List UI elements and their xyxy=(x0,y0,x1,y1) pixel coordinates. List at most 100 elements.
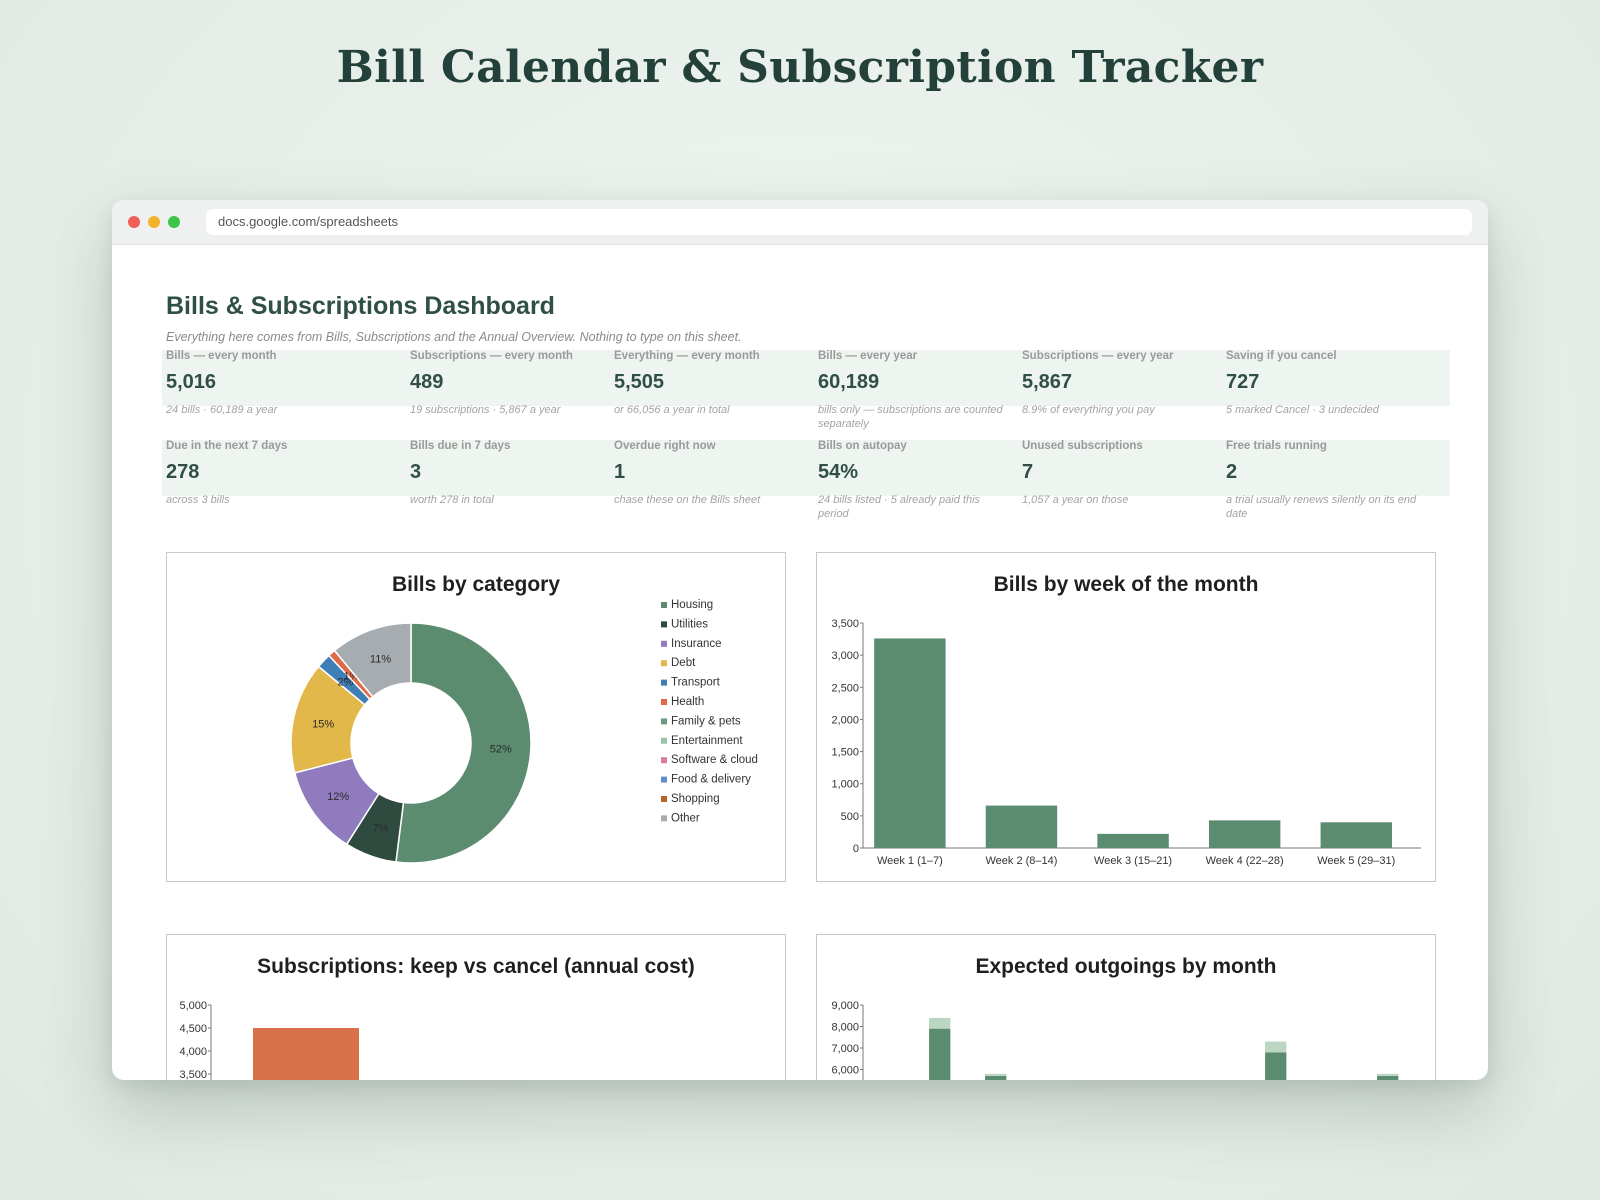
kpi-bills-due-7-days[interactable]: Bills due in 7 days 3 worth 278 in total xyxy=(410,440,610,507)
keep-cancel-bar[interactable] xyxy=(253,1028,359,1080)
legend-swatch xyxy=(661,718,667,725)
kpi-label: Subscriptions — every year xyxy=(1022,350,1174,362)
legend-label: Entertainment xyxy=(671,735,743,747)
month-bar-segment[interactable] xyxy=(1265,1041,1287,1053)
week-bar-3[interactable] xyxy=(1097,833,1169,848)
month-bar-segment[interactable] xyxy=(929,1017,951,1029)
kpi-label: Unused subscriptions xyxy=(1022,440,1143,452)
kpi-bills-monthly[interactable]: Bills — every month 5,016 24 bills · 60,… xyxy=(166,350,366,417)
minimize-window-button[interactable] xyxy=(148,216,160,228)
y-tick-label: 8,000 xyxy=(831,1022,859,1034)
kpi-value: 7 xyxy=(1022,461,1034,483)
donut-slice-11[interactable] xyxy=(333,622,412,698)
y-tick-label: 5,000 xyxy=(179,1000,207,1012)
legend-label: Family & pets xyxy=(671,715,741,727)
kpi-label: Everything — every month xyxy=(614,350,760,362)
y-tick-label: 2,500 xyxy=(831,682,859,694)
kpi-due-next-7-days[interactable]: Due in the next 7 days 278 across 3 bill… xyxy=(166,440,366,507)
kpi-unused-subscriptions[interactable]: Unused subscriptions 7 1,057 a year on t… xyxy=(1022,440,1222,507)
kpi-label: Saving if you cancel xyxy=(1226,350,1337,362)
kpi-subscriptions-yearly[interactable]: Subscriptions — every year 5,867 8.9% of… xyxy=(1022,350,1222,417)
kpi-label: Subscriptions — every month xyxy=(410,350,573,362)
kpi-saving-if-cancel[interactable]: Saving if you cancel 727 5 marked Cancel… xyxy=(1226,350,1426,417)
week-bar-5[interactable] xyxy=(1320,822,1392,848)
address-bar[interactable]: docs.google.com/spreadsheets xyxy=(206,209,1472,235)
y-tick-label: 500 xyxy=(841,811,859,823)
x-tick-label: Week 3 (15–21) xyxy=(1094,855,1172,867)
keep-cancel-bar-chart: 05001,0001,5002,0002,5003,0003,5004,0004… xyxy=(179,1000,359,1080)
week-bar-chart: 0 500 1,000 1,500 2,000 2,500 3,000 3,500 Week 1… xyxy=(831,618,1421,867)
browser-toolbar: docs.google.com/spreadsheets xyxy=(112,200,1488,245)
legend-label: Transport xyxy=(671,677,721,689)
kpi-note: 1,057 a year on those xyxy=(1022,494,1129,506)
month-bar-segment[interactable] xyxy=(929,1028,951,1080)
kpi-subscriptions-monthly[interactable]: Subscriptions — every month 489 19 subsc… xyxy=(410,350,610,417)
month-bar-segment[interactable] xyxy=(1265,1052,1287,1080)
chart-title: Subscriptions: keep vs cancel (annual co… xyxy=(257,955,695,978)
kpi-note: a trial usually renews silently on its e… xyxy=(1226,494,1417,520)
legend-swatch xyxy=(661,679,667,686)
kpi-value: 60,189 xyxy=(818,371,880,393)
legend-label: Utilities xyxy=(671,618,708,630)
y-tick-label: 3,000 xyxy=(831,650,859,662)
legend-label: Housing xyxy=(671,599,713,611)
x-tick-label: Week 5 (29–31) xyxy=(1317,855,1395,867)
donut-value-label: 11% xyxy=(370,653,391,665)
chart-bills-by-week[interactable]: Bills by week of the month 0 500 1,000 1,50… xyxy=(816,552,1436,882)
month-bar-segment[interactable] xyxy=(985,1073,1007,1076)
donut-chart: 52%7%12%15%2%1%11%HousingUtilitiesInsura… xyxy=(290,599,758,864)
kpi-note: chase these on the Bills sheet xyxy=(614,494,761,506)
chart-outgoings-by-month[interactable]: Expected outgoings by month 01,0002,0003… xyxy=(816,934,1436,1080)
chart-keep-vs-cancel[interactable]: Subscriptions: keep vs cancel (annual co… xyxy=(166,934,786,1080)
month-bar-segment[interactable] xyxy=(985,1075,1007,1080)
kpi-value: 2 xyxy=(1226,461,1238,483)
kpi-bills-yearly[interactable]: Bills — every year 60,189 bills only — s… xyxy=(818,350,1018,431)
legend-label: Software & cloud xyxy=(671,754,758,766)
chart-title: Expected outgoings by month xyxy=(975,955,1277,978)
y-tick-label: 3,500 xyxy=(831,618,859,630)
kpi-label: Bills — every month xyxy=(166,350,277,362)
week-bar-4[interactable] xyxy=(1208,820,1281,848)
month-bar-segment[interactable] xyxy=(1377,1073,1399,1076)
donut-value-label: 12% xyxy=(327,791,349,803)
kpi-label: Overdue right now xyxy=(614,440,716,452)
close-window-button[interactable] xyxy=(128,216,140,228)
legend-swatch xyxy=(661,796,667,802)
legend-swatch xyxy=(661,660,667,667)
y-tick-label: 1,000 xyxy=(831,779,859,791)
kpi-overdue[interactable]: Overdue right now 1 chase these on the B… xyxy=(614,440,814,507)
legend-swatch xyxy=(661,757,667,764)
kpi-value: 1 xyxy=(614,461,626,483)
kpi-value: 489 xyxy=(410,371,444,393)
dashboard-subtitle: Everything here comes from Bills, Subscr… xyxy=(166,330,742,344)
week-bar-1[interactable] xyxy=(874,638,946,848)
browser-window: docs.google.com/spreadsheets Bills & Sub… xyxy=(112,200,1488,1080)
y-tick-label: 4,000 xyxy=(179,1046,207,1058)
month-bar-segment[interactable] xyxy=(1377,1075,1399,1080)
legend-swatch xyxy=(661,640,667,647)
y-tick-label: 0 xyxy=(853,843,859,855)
x-tick-label: Week 4 (22–28) xyxy=(1206,855,1284,867)
legend-label: Debt xyxy=(671,657,696,669)
legend-swatch xyxy=(661,602,667,608)
kpi-label: Bills — every year xyxy=(818,350,918,362)
donut-slice-0[interactable] xyxy=(395,622,532,864)
kpi-note: 8.9% of everything you pay xyxy=(1022,404,1155,416)
kpi-label: Free trials running xyxy=(1226,440,1327,452)
kpi-note: or 66,056 a year in total xyxy=(614,404,730,416)
kpi-everything-monthly[interactable]: Everything — every month 5,505 or 66,056… xyxy=(614,350,814,417)
kpi-free-trials[interactable]: Free trials running 2 a trial usually re… xyxy=(1226,440,1426,521)
week-bar-2[interactable] xyxy=(985,805,1058,848)
y-tick-label: 2,000 xyxy=(831,714,859,726)
chart-bills-by-category[interactable]: Bills by category 52% 7% 12% 15% 2% 1% 11% Hous… xyxy=(166,552,786,882)
y-tick-label: 1,500 xyxy=(831,747,859,759)
legend-label: Shopping xyxy=(671,793,720,805)
kpi-value: 727 xyxy=(1226,371,1260,393)
maximize-window-button[interactable] xyxy=(168,216,180,228)
kpi-note: 19 subscriptions · 5,867 a year xyxy=(410,404,561,416)
kpi-autopay[interactable]: Bills on autopay 54% 24 bills listed · 5… xyxy=(818,440,1018,521)
donut-value-label: 7% xyxy=(373,823,389,835)
x-tick-label: Week 2 (8–14) xyxy=(985,855,1057,867)
y-tick-label: 6,000 xyxy=(831,1065,859,1077)
legend-swatch xyxy=(661,815,667,822)
